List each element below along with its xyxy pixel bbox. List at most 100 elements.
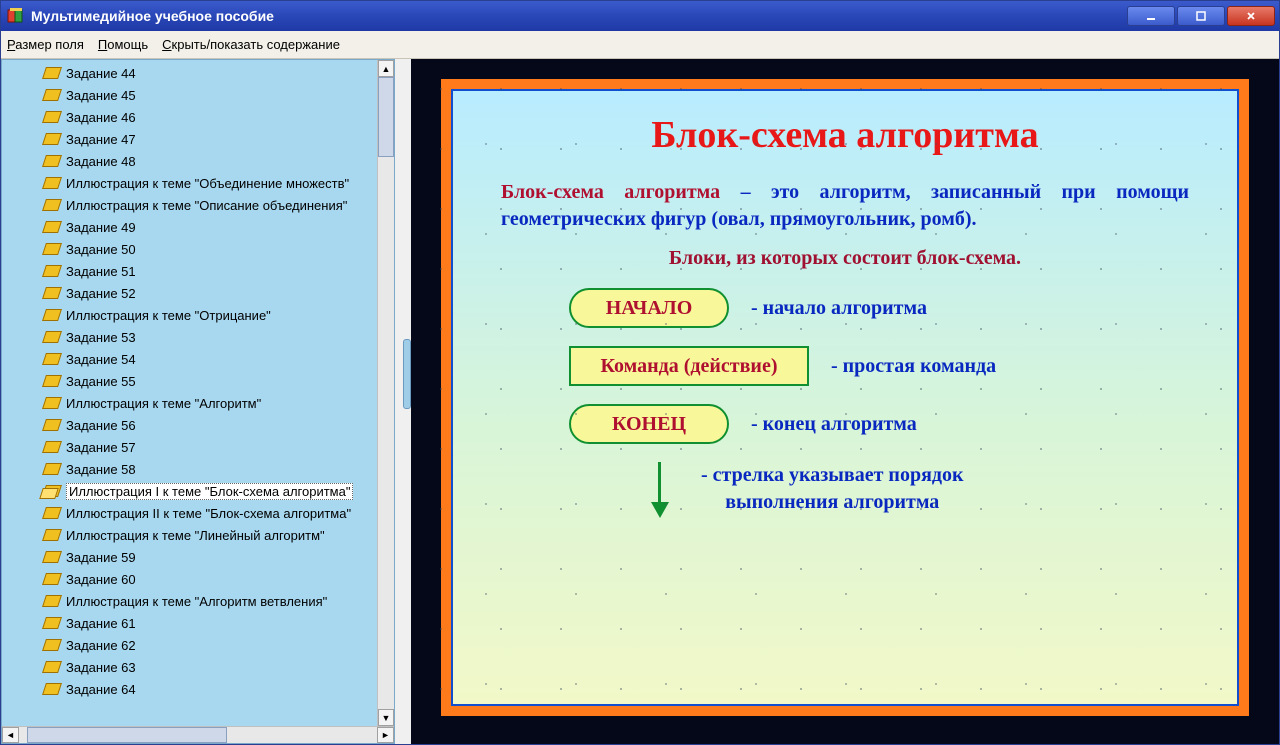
block-row: НАЧАЛО - начало алгоритма: [569, 288, 1189, 328]
toc-sidebar: Задание 44 Задание 45Задание 46Задание 47…: [1, 59, 395, 744]
toc-item[interactable]: Задание 60: [2, 568, 377, 590]
toc-item-label: Иллюстрация к теме "Алгоритм": [66, 396, 261, 411]
toc-item[interactable]: Иллюстрация II к теме "Блок-схема алгори…: [2, 502, 377, 524]
toc-item[interactable]: Задание 62: [2, 634, 377, 656]
toc-item-label: Задание 51: [66, 264, 136, 279]
toc-item-label: Задание 48: [66, 154, 136, 169]
page-icon: [44, 617, 60, 629]
toc-item-label: Задание 55: [66, 374, 136, 389]
scroll-track[interactable]: [378, 77, 394, 709]
menu-toggle-toc[interactable]: Скрыть/показать содержание: [162, 37, 340, 52]
toc-item[interactable]: Иллюстрация I к теме "Блок-схема алгорит…: [2, 480, 377, 502]
scroll-left-button[interactable]: ◄: [2, 727, 19, 743]
titlebar: Мультимедийное учебное пособие: [1, 1, 1279, 31]
toc-item[interactable]: Задание 61: [2, 612, 377, 634]
page-icon: [44, 287, 60, 299]
toc-item-label: Задание 49: [66, 220, 136, 235]
menubar: Размер поля Помощь Скрыть/показать содер…: [1, 31, 1279, 59]
toc-item[interactable]: Иллюстрация к теме "Описание объединения…: [2, 194, 377, 216]
menu-field-size[interactable]: Размер поля: [7, 37, 84, 52]
toc-item[interactable]: Иллюстрация к теме "Линейный алгоритм": [2, 524, 377, 546]
toc-item[interactable]: Задание 50: [2, 238, 377, 260]
page-icon: [44, 133, 60, 145]
hscroll-track[interactable]: [19, 727, 377, 743]
toc-item-label: Задание 57: [66, 440, 136, 455]
toc-item-label: Иллюстрация I к теме "Блок-схема алгорит…: [66, 483, 353, 500]
definition-rest: – это алгоритм, записанный при помощи ге…: [501, 181, 1189, 230]
toc-item[interactable]: Иллюстрация к теме "Алгоритм": [2, 392, 377, 414]
toc-item[interactable]: Задание 48: [2, 150, 377, 172]
toc-item[interactable]: Задание 52: [2, 282, 377, 304]
toc-item-label: Иллюстрация к теме "Объединение множеств…: [66, 176, 349, 191]
blocks-list: НАЧАЛО - начало алгоритма Команда (действи…: [501, 288, 1189, 444]
splitter-handle[interactable]: [403, 339, 411, 409]
page-icon: [44, 375, 60, 387]
page-icon: [44, 573, 60, 585]
toc-item[interactable]: Задание 53: [2, 326, 377, 348]
toc-item-label: Иллюстрация к теме "Отрицание": [66, 308, 271, 323]
close-button[interactable]: [1227, 6, 1275, 26]
toc-item-label: Задание 44: [66, 66, 136, 81]
block-rect: Команда (действие): [569, 346, 809, 386]
page-icon: [44, 243, 60, 255]
page-icon: [44, 419, 60, 431]
block-oval: КОНЕЦ: [569, 404, 729, 444]
minimize-button[interactable]: [1127, 6, 1175, 26]
toc-item[interactable]: Задание 44: [2, 62, 377, 84]
toc-item[interactable]: Задание 45: [2, 84, 377, 106]
toc-item[interactable]: Задание 47: [2, 128, 377, 150]
block-description: - простая команда: [831, 355, 996, 378]
page-icon: [44, 507, 60, 519]
menu-help[interactable]: Помощь: [98, 37, 148, 52]
toc-item-label: Задание 62: [66, 638, 136, 653]
maximize-button[interactable]: [1177, 6, 1225, 26]
page-icon: [44, 441, 60, 453]
toc-item-label: Иллюстрация к теме "Линейный алгоритм": [66, 528, 325, 543]
slide: Блок-схема алгоритма Блок-схема алгоритм…: [451, 89, 1239, 706]
content-area: Задание 44 Задание 45Задание 46Задание 47…: [1, 59, 1279, 744]
hscroll-thumb[interactable]: [27, 727, 227, 743]
definition-term: Блок-схема алгоритма: [501, 181, 720, 203]
page-icon: [44, 397, 60, 409]
splitter[interactable]: [395, 59, 411, 744]
toc-item-label: Задание 53: [66, 330, 136, 345]
block-description: - начало алгоритма: [751, 297, 927, 320]
scroll-right-button[interactable]: ►: [377, 727, 394, 743]
horizontal-scrollbar[interactable]: ◄ ►: [2, 726, 394, 743]
page-icon: [44, 265, 60, 277]
toc-item[interactable]: Задание 64: [2, 678, 377, 700]
page-icon: [44, 89, 60, 101]
toc-item[interactable]: Задание 57: [2, 436, 377, 458]
block-oval: НАЧАЛО: [569, 288, 729, 328]
slide-subtitle: Блоки, из которых состоит блок-схема.: [501, 247, 1189, 270]
window-title: Мультимедийное учебное пособие: [31, 8, 274, 24]
toc-item[interactable]: Иллюстрация к теме "Алгоритм ветвления": [2, 590, 377, 612]
toc-item[interactable]: Задание 58: [2, 458, 377, 480]
slide-definition: Блок-схема алгоритма – это алгоритм, зап…: [501, 179, 1189, 233]
toc-item-label: Задание 52: [66, 286, 136, 301]
scroll-thumb[interactable]: [378, 77, 394, 157]
page-icon: [44, 551, 60, 563]
toc-item[interactable]: Задание 54: [2, 348, 377, 370]
toc-item[interactable]: Задание 56: [2, 414, 377, 436]
toc-item[interactable]: Задание 49: [2, 216, 377, 238]
toc-item[interactable]: Задание 46: [2, 106, 377, 128]
scroll-up-button[interactable]: ▲: [378, 60, 394, 77]
page-icon: [44, 331, 60, 343]
vertical-scrollbar[interactable]: ▲ ▼: [377, 60, 394, 726]
page-icon: [44, 177, 60, 189]
toc-item[interactable]: Задание 59: [2, 546, 377, 568]
page-icon: [44, 639, 60, 651]
toc-item[interactable]: Иллюстрация к теме "Отрицание": [2, 304, 377, 326]
toc-item[interactable]: Задание 55: [2, 370, 377, 392]
scroll-down-button[interactable]: ▼: [378, 709, 394, 726]
arrow-icon: [649, 462, 669, 520]
toc-item[interactable]: Задание 51: [2, 260, 377, 282]
toc-item-label: Задание 58: [66, 462, 136, 477]
toc-item[interactable]: Иллюстрация к теме "Объединение множеств…: [2, 172, 377, 194]
toc-item-label: Задание 50: [66, 242, 136, 257]
toc-item[interactable]: Задание 63: [2, 656, 377, 678]
page-icon: [44, 463, 60, 475]
toc-item-label: Задание 61: [66, 616, 136, 631]
toc-item-label: Задание 59: [66, 550, 136, 565]
